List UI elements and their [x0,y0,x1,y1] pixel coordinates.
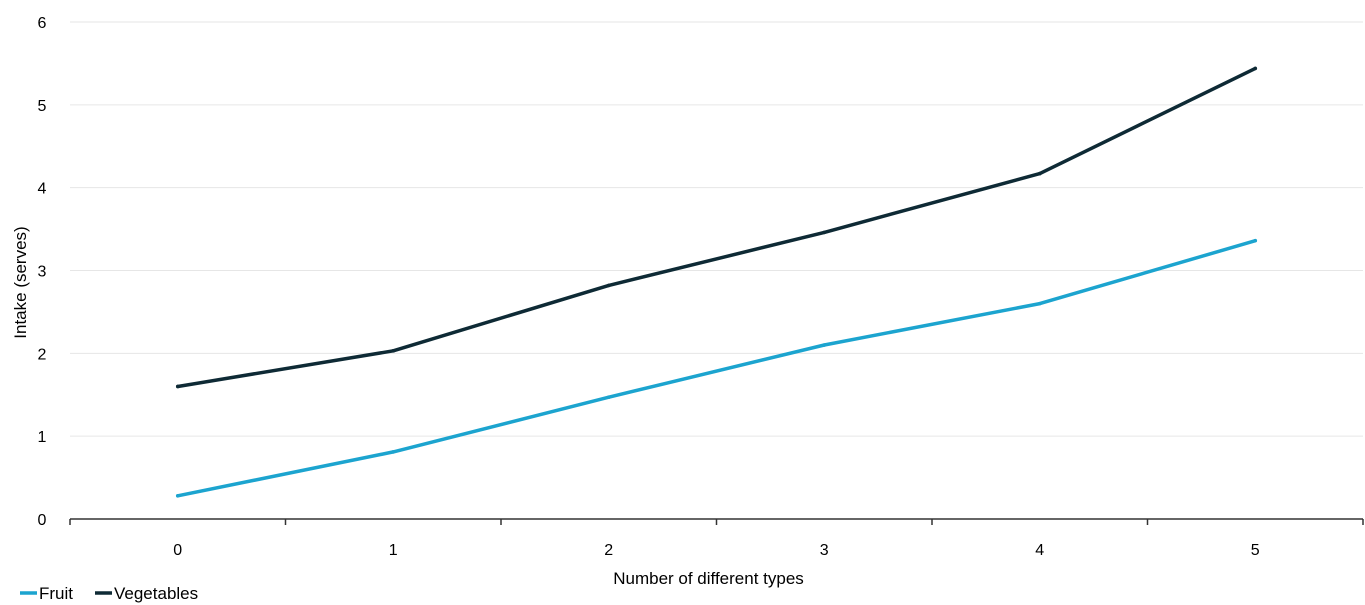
y-tick-label: 3 [38,264,47,281]
legend: Fruit Vegetables [20,584,198,603]
data-point-fruit [391,450,396,454]
x-tick-label: 0 [173,542,182,559]
data-point-vegetables [1037,171,1042,176]
x-tick-label: 1 [389,542,398,559]
y-axis-ticks: 0 1 2 3 4 5 6 [38,15,47,529]
gridlines [70,21,1363,437]
data-point-fruit [1037,301,1042,306]
x-axis-ticks: 0 1 2 3 4 5 [69,519,1364,559]
data-point-vegetables [606,283,611,288]
y-axis-title: Intake (serves) [11,226,30,338]
series-lines [175,66,1258,498]
data-point-vegetables [175,384,180,389]
data-point-fruit [606,395,611,400]
series-line-vegetables [176,66,1258,389]
y-tick-label: 0 [38,512,47,529]
x-tick-label: 2 [604,542,613,559]
y-tick-label: 1 [38,429,47,446]
y-tick-label: 2 [38,346,47,363]
data-point-vegetables [391,349,396,353]
legend-label-vegetables: Vegetables [114,584,198,603]
series-line-fruit [176,238,1258,498]
x-tick-label: 4 [1035,542,1044,559]
data-point-vegetables [1253,66,1258,71]
data-point-vegetables [822,230,827,235]
y-tick-label: 4 [38,181,47,198]
x-tick-label: 5 [1251,542,1260,559]
data-point-fruit [822,343,827,347]
x-axis-title: Number of different types [613,569,804,588]
y-tick-label: 6 [38,15,47,32]
data-point-fruit [175,494,180,498]
legend-label-fruit: Fruit [39,584,73,603]
data-point-fruit [1253,238,1258,243]
x-tick-label: 3 [820,542,829,559]
y-tick-label: 5 [38,98,47,115]
